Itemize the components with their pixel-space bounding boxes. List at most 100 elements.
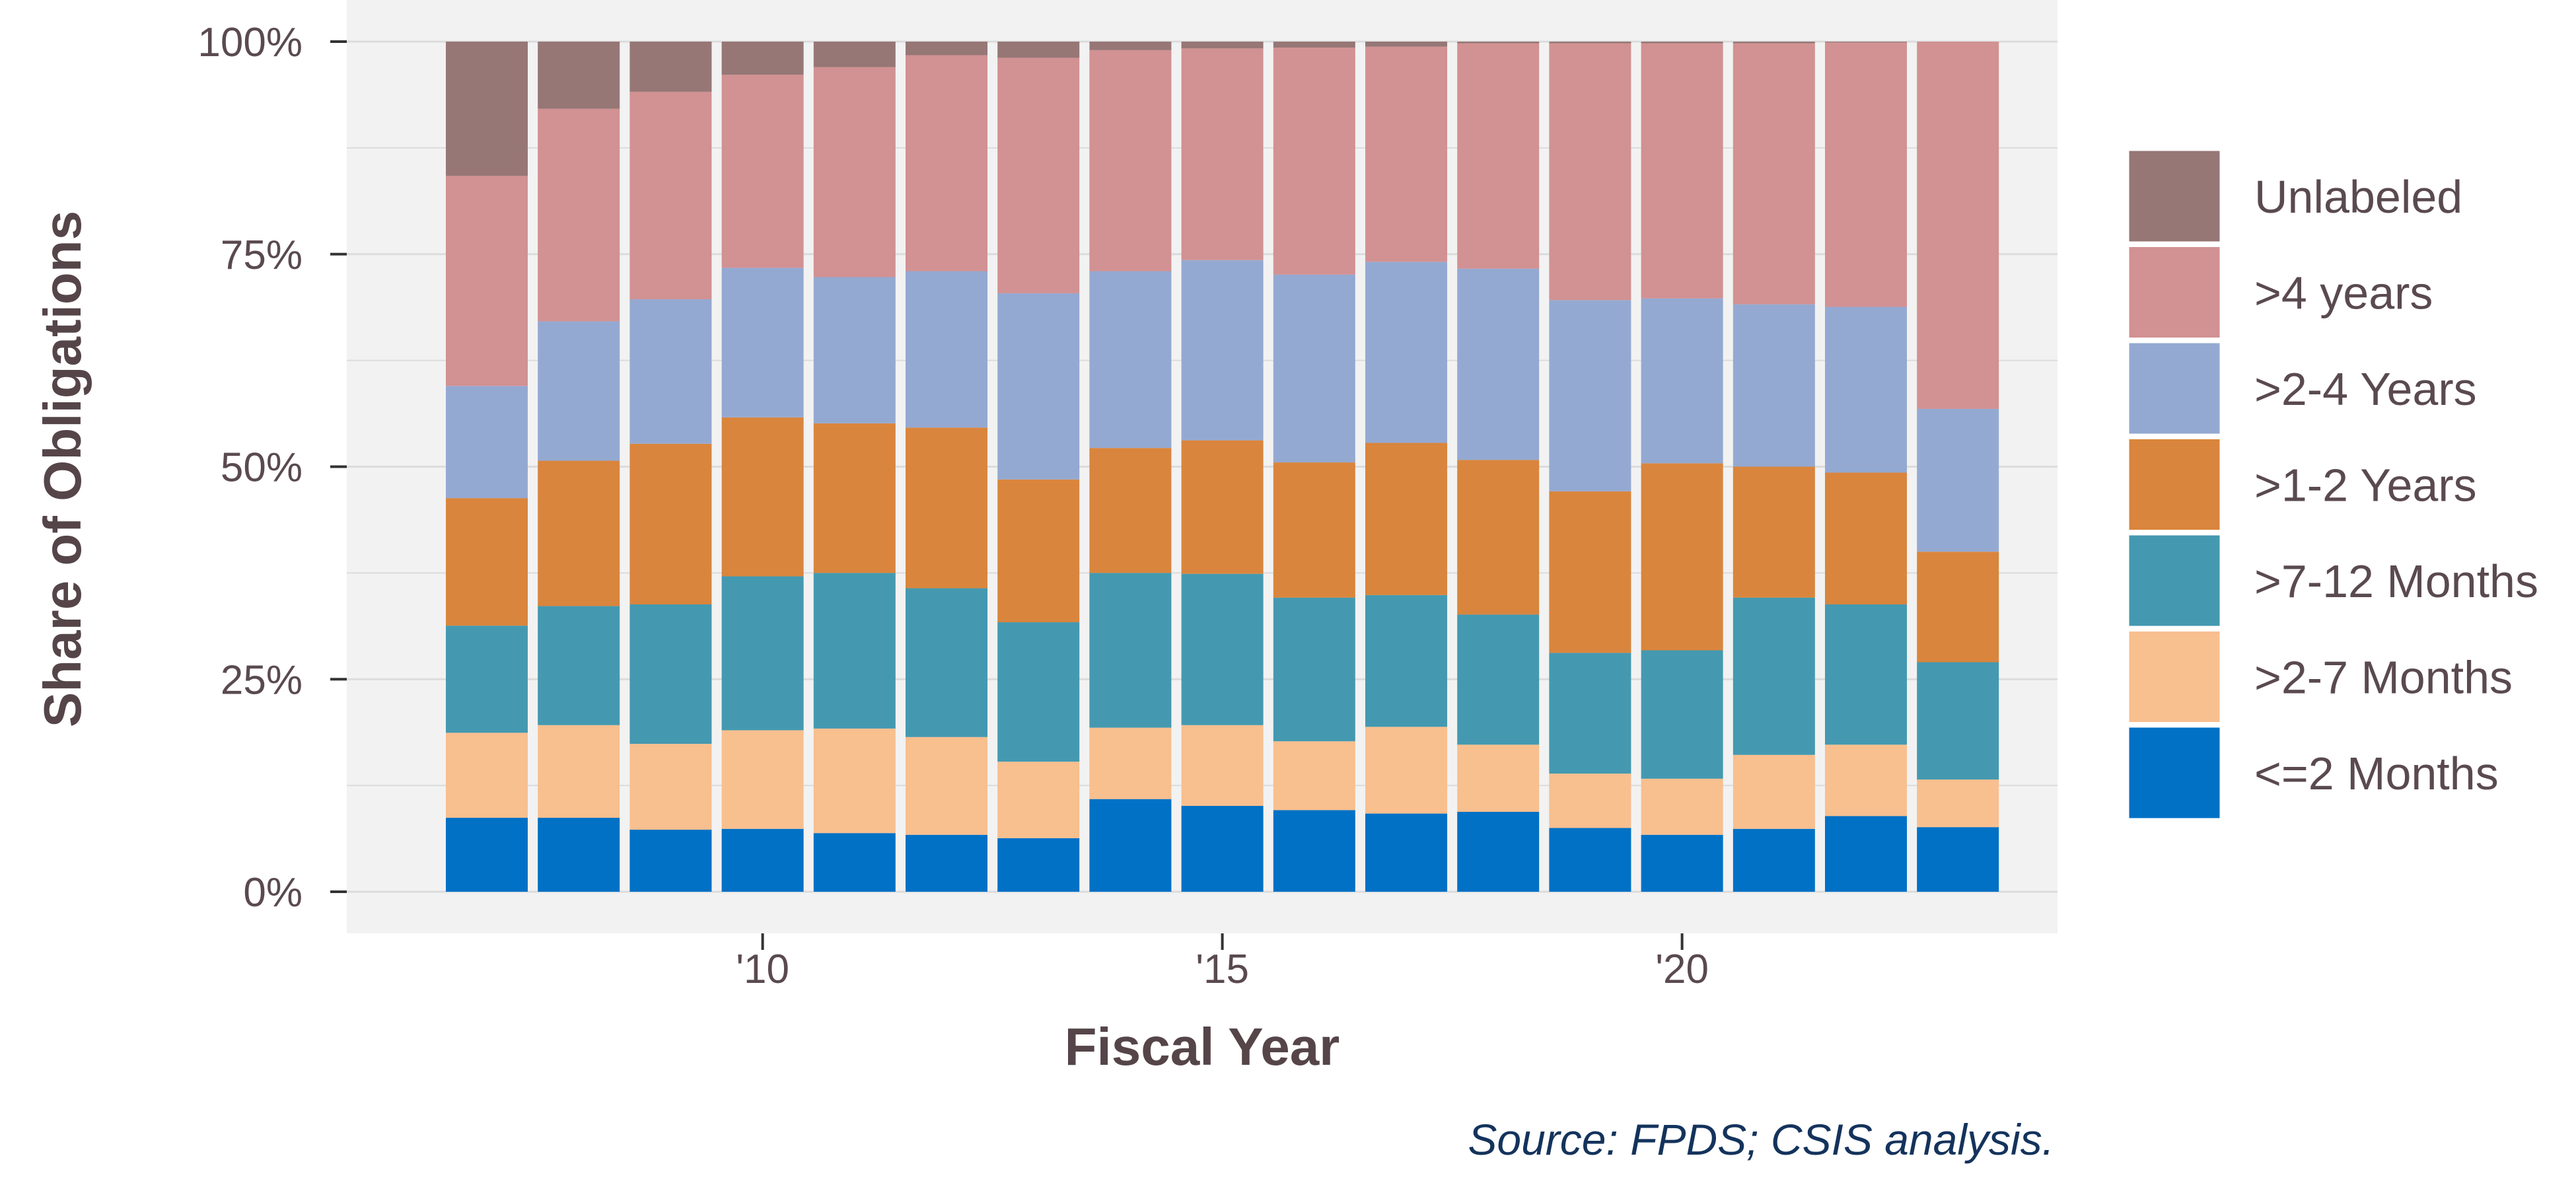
legend-key	[2127, 630, 2222, 724]
bar-segment	[1089, 50, 1172, 271]
bar-segment	[1273, 42, 1355, 48]
bar-segment	[538, 725, 620, 818]
y-tick-label: 25%	[221, 657, 303, 703]
bar-segment	[721, 75, 804, 268]
bar-segment	[1549, 653, 1631, 774]
bar-segment	[997, 479, 1080, 623]
legend-key	[2127, 533, 2222, 628]
bar-segment	[1089, 799, 1172, 892]
bar-segment	[906, 588, 987, 737]
bar-segment	[629, 604, 712, 744]
x-axis: '10 '15 '20	[736, 933, 1709, 992]
bar-segment	[1549, 828, 1631, 892]
bar-segment	[1641, 834, 1723, 892]
bar-segment	[813, 728, 896, 834]
bar-segment	[1457, 42, 1540, 44]
bar-segment	[1457, 460, 1540, 615]
bar-segment	[813, 423, 896, 573]
bar-segment	[813, 277, 896, 423]
bar-segment	[1733, 754, 1815, 829]
bar-segment	[721, 268, 804, 417]
bar-segment	[629, 299, 712, 444]
bar-segment	[446, 818, 528, 892]
bar-segment	[629, 91, 712, 299]
bar-segment	[1641, 463, 1723, 651]
y-tick-label: 50%	[221, 445, 303, 491]
bar-segment	[1733, 828, 1815, 892]
y-axis-title: Share of Obligations	[33, 211, 92, 727]
x-axis-title: Fiscal Year	[1065, 1017, 1340, 1076]
bar-segment	[1089, 573, 1172, 728]
bar-segment	[1273, 597, 1355, 742]
x-tick-label: '15	[1196, 947, 1249, 992]
bar-segment	[1365, 42, 1447, 47]
bar-segment	[1181, 260, 1264, 441]
bar-segment	[721, 730, 804, 829]
bar-segment	[1181, 725, 1264, 807]
bar-segment	[906, 55, 987, 271]
bar-segment	[1273, 274, 1355, 463]
bar-segment	[1089, 727, 1172, 799]
y-tick-label: 0%	[243, 870, 303, 916]
bar-segment	[906, 42, 987, 55]
legend-key	[2127, 341, 2222, 436]
bar-segment	[721, 828, 804, 892]
bar-segment	[446, 733, 528, 818]
bar-segment	[721, 42, 804, 75]
bar-segment	[1641, 298, 1723, 464]
bar-segment	[1917, 42, 1999, 409]
bar-segment	[629, 744, 712, 830]
bar-segment	[446, 42, 528, 176]
bar-segment	[1641, 42, 1723, 44]
bar-segment	[1089, 271, 1172, 449]
bar-segment	[1273, 741, 1355, 811]
bar-segment	[1549, 300, 1631, 491]
bar-segment	[1733, 466, 1815, 598]
legend-label: >1-2 Years	[2254, 460, 2477, 511]
bar-segment	[813, 833, 896, 892]
bar-segment	[1457, 812, 1540, 892]
bar-segment	[906, 834, 987, 892]
x-tick-label: '20	[1655, 947, 1709, 992]
bar-segment	[1825, 42, 1907, 307]
bar-segment	[997, 57, 1080, 293]
bar-segment	[997, 838, 1080, 892]
bar-segment	[1365, 594, 1447, 727]
bar-segment	[538, 818, 620, 892]
bar-segment	[997, 622, 1080, 762]
bar-segment	[1273, 462, 1355, 598]
bar-segment	[1365, 813, 1447, 892]
bar-segment	[1825, 816, 1907, 892]
bar-segment	[1549, 774, 1631, 828]
legend-key	[2127, 437, 2222, 532]
bar-segment	[1825, 306, 1907, 473]
bar-segment	[446, 386, 528, 499]
bar-segment	[906, 737, 987, 835]
y-axis: 0% 25% 50% 75% 100%	[197, 20, 347, 916]
y-tick-label: 75%	[221, 233, 303, 278]
legend-label: <=2 Months	[2254, 748, 2499, 799]
bar-segment	[1917, 552, 1999, 663]
bar-segment	[538, 42, 620, 109]
bar-segment	[1181, 42, 1264, 49]
bar-segment	[813, 67, 896, 277]
bar-segment	[1825, 472, 1907, 604]
bar-segment	[1917, 662, 1999, 780]
bar-segment	[1549, 43, 1631, 301]
bar-segment	[538, 606, 620, 725]
bar-segment	[1457, 744, 1540, 812]
bar-segment	[538, 108, 620, 322]
bar-segment	[446, 176, 528, 386]
bar-segment	[1641, 43, 1723, 299]
bar-segment	[1181, 440, 1264, 574]
bar-segment	[1549, 42, 1631, 44]
bar-segment	[1089, 448, 1172, 573]
y-tick-label: 100%	[197, 20, 303, 65]
bar-segment	[1825, 744, 1907, 816]
bars	[446, 42, 1999, 892]
bar-segment	[1089, 42, 1172, 50]
bar-segment	[721, 576, 804, 731]
legend-label: Unlabeled	[2254, 171, 2462, 223]
bar-segment	[1457, 614, 1540, 745]
bar-segment	[538, 460, 620, 606]
